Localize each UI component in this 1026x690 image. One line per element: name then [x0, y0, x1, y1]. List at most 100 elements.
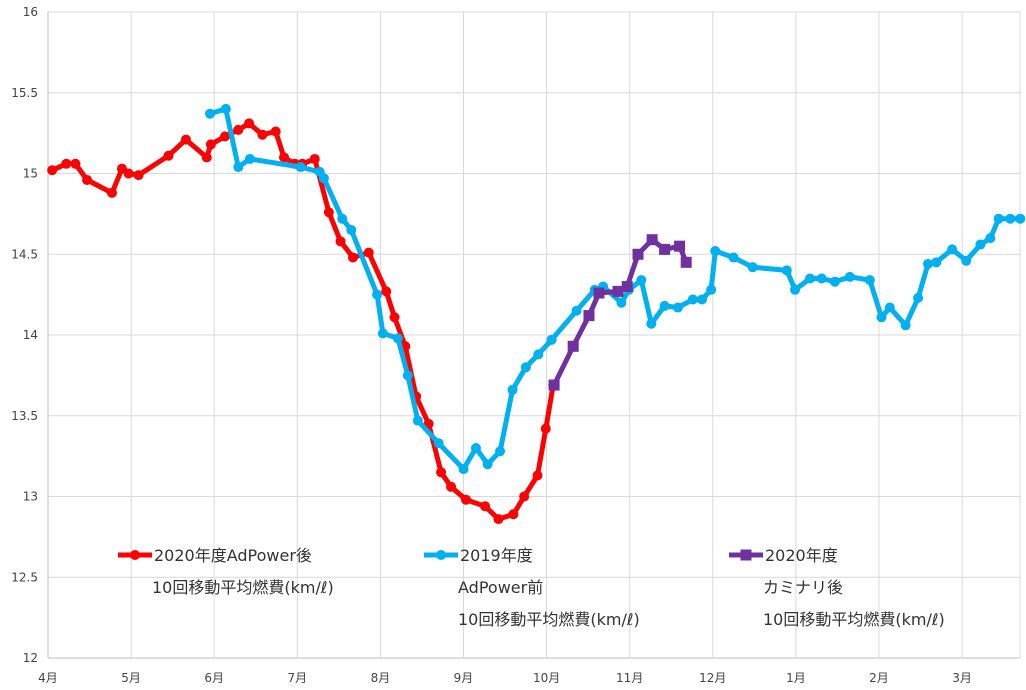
- series-1-line: [49, 120, 556, 522]
- x-tick-label: 7月: [287, 671, 307, 685]
- series-2-point: [458, 464, 469, 475]
- legend-entry-1: 2020年度AdPower後 10回移動平均燃費(km/ℓ): [118, 546, 334, 597]
- series-1-point: [335, 236, 346, 247]
- series-1-point: [106, 187, 117, 198]
- series-2-point: [205, 108, 216, 119]
- series-3-point: [583, 310, 595, 322]
- series-2-point: [790, 284, 801, 295]
- series-1-point: [133, 170, 144, 181]
- legend-label: 10回移動平均燃費(km/ℓ): [152, 578, 334, 597]
- series-2-point: [372, 289, 383, 300]
- x-tick-label: 5月: [121, 671, 141, 685]
- series-1-point: [70, 158, 81, 169]
- series-2-point: [985, 233, 996, 244]
- x-tick-label: 6月: [204, 671, 224, 685]
- series-2-point: [844, 271, 855, 282]
- series-1-point: [123, 168, 134, 179]
- series-2-point: [533, 349, 544, 360]
- series-2-point: [402, 370, 413, 381]
- series-2-point: [805, 273, 816, 284]
- series-2-point: [433, 438, 444, 449]
- y-tick-label: 13: [23, 490, 38, 504]
- series-2-point: [295, 162, 306, 173]
- series-1-point: [446, 481, 457, 492]
- series-3-point: [621, 281, 633, 293]
- series-2-point: [470, 443, 481, 454]
- series-3-point: [680, 256, 692, 268]
- series-2-point: [337, 213, 348, 224]
- series-2-point: [495, 446, 506, 457]
- legend-swatch-marker: [130, 550, 140, 560]
- series-2-point: [571, 305, 582, 316]
- series-1-point: [480, 501, 491, 512]
- series-2-point: [696, 294, 707, 305]
- series-1-point: [201, 152, 212, 163]
- legend-label: 2020年度: [765, 546, 838, 565]
- series-2-point: [1005, 213, 1016, 224]
- series-2-point: [947, 244, 958, 255]
- series-1-point: [244, 118, 255, 129]
- series-2-point: [710, 246, 721, 257]
- series-2-point: [318, 173, 329, 184]
- series-2-point: [728, 252, 739, 263]
- series-1-point: [347, 252, 358, 263]
- series-2-point: [961, 255, 972, 266]
- series-2-point: [816, 273, 827, 284]
- series-2-point: [687, 294, 698, 305]
- series-1-point: [47, 165, 58, 176]
- series-2-point: [672, 302, 683, 313]
- x-tick-label: 3月: [952, 671, 972, 685]
- series-2-point: [636, 275, 647, 286]
- legend-swatch-marker: [436, 550, 446, 560]
- legend-label: カミナリ後: [763, 578, 843, 597]
- series-1-point: [205, 139, 216, 150]
- legend-label: 10回移動平均燃費(km/ℓ): [458, 610, 640, 629]
- series-2-point: [900, 320, 911, 331]
- series-2-point: [864, 275, 875, 286]
- series-1-point: [508, 509, 519, 520]
- series-3-point: [548, 379, 560, 391]
- series-2-point: [659, 300, 670, 311]
- series-2-point: [392, 333, 403, 344]
- legend-label: 2020年度AdPower後: [154, 546, 312, 565]
- series-2-point: [1015, 213, 1026, 224]
- series-2-point: [412, 415, 423, 426]
- x-tick-label: 9月: [454, 671, 474, 685]
- tick-layer: 12 12.5 13 13.5 14 14.5 15 15.5 16 4月 5月 6月 7月 8月 9月 10…: [11, 5, 972, 685]
- series-2-point: [377, 328, 388, 339]
- series-1-point: [163, 150, 174, 161]
- series-3-point: [632, 248, 644, 260]
- series-2-point: [482, 459, 493, 470]
- series-2-point: [706, 284, 717, 295]
- series-1-point: [436, 467, 447, 478]
- series-2: [205, 103, 1026, 475]
- series-1-point: [323, 207, 334, 218]
- series-2-point: [507, 384, 518, 395]
- legend-label: 10回移動平均燃費(km/ℓ): [763, 610, 945, 629]
- series-3-point: [646, 234, 658, 246]
- series-2-point: [931, 257, 942, 268]
- legend-entry-2: 2019年度 AdPower前 10回移動平均燃費(km/ℓ): [424, 546, 640, 629]
- legend-label: 2019年度: [460, 546, 533, 565]
- series-1-point: [309, 153, 320, 164]
- series-2-line: [207, 106, 1023, 472]
- series-1-point: [233, 124, 244, 135]
- series-2-point: [747, 262, 758, 273]
- series-1-point: [270, 126, 281, 137]
- series-2-point: [520, 362, 531, 373]
- series-1: [47, 118, 559, 525]
- y-tick-label: 16: [23, 5, 38, 19]
- series-1-point: [381, 286, 392, 297]
- series-1-point: [493, 514, 504, 525]
- x-tick-label: 11月: [616, 671, 643, 685]
- legend: 2020年度AdPower後 10回移動平均燃費(km/ℓ) 2019年度 AdPow…: [118, 546, 945, 629]
- series-3-point: [659, 243, 671, 255]
- y-tick-label: 14: [23, 328, 38, 342]
- series-2-point: [346, 225, 357, 236]
- series-1-point: [389, 312, 400, 323]
- series-2-point: [616, 297, 627, 308]
- legend-swatch-marker: [740, 549, 752, 561]
- y-tick-label: 14.5: [11, 247, 38, 261]
